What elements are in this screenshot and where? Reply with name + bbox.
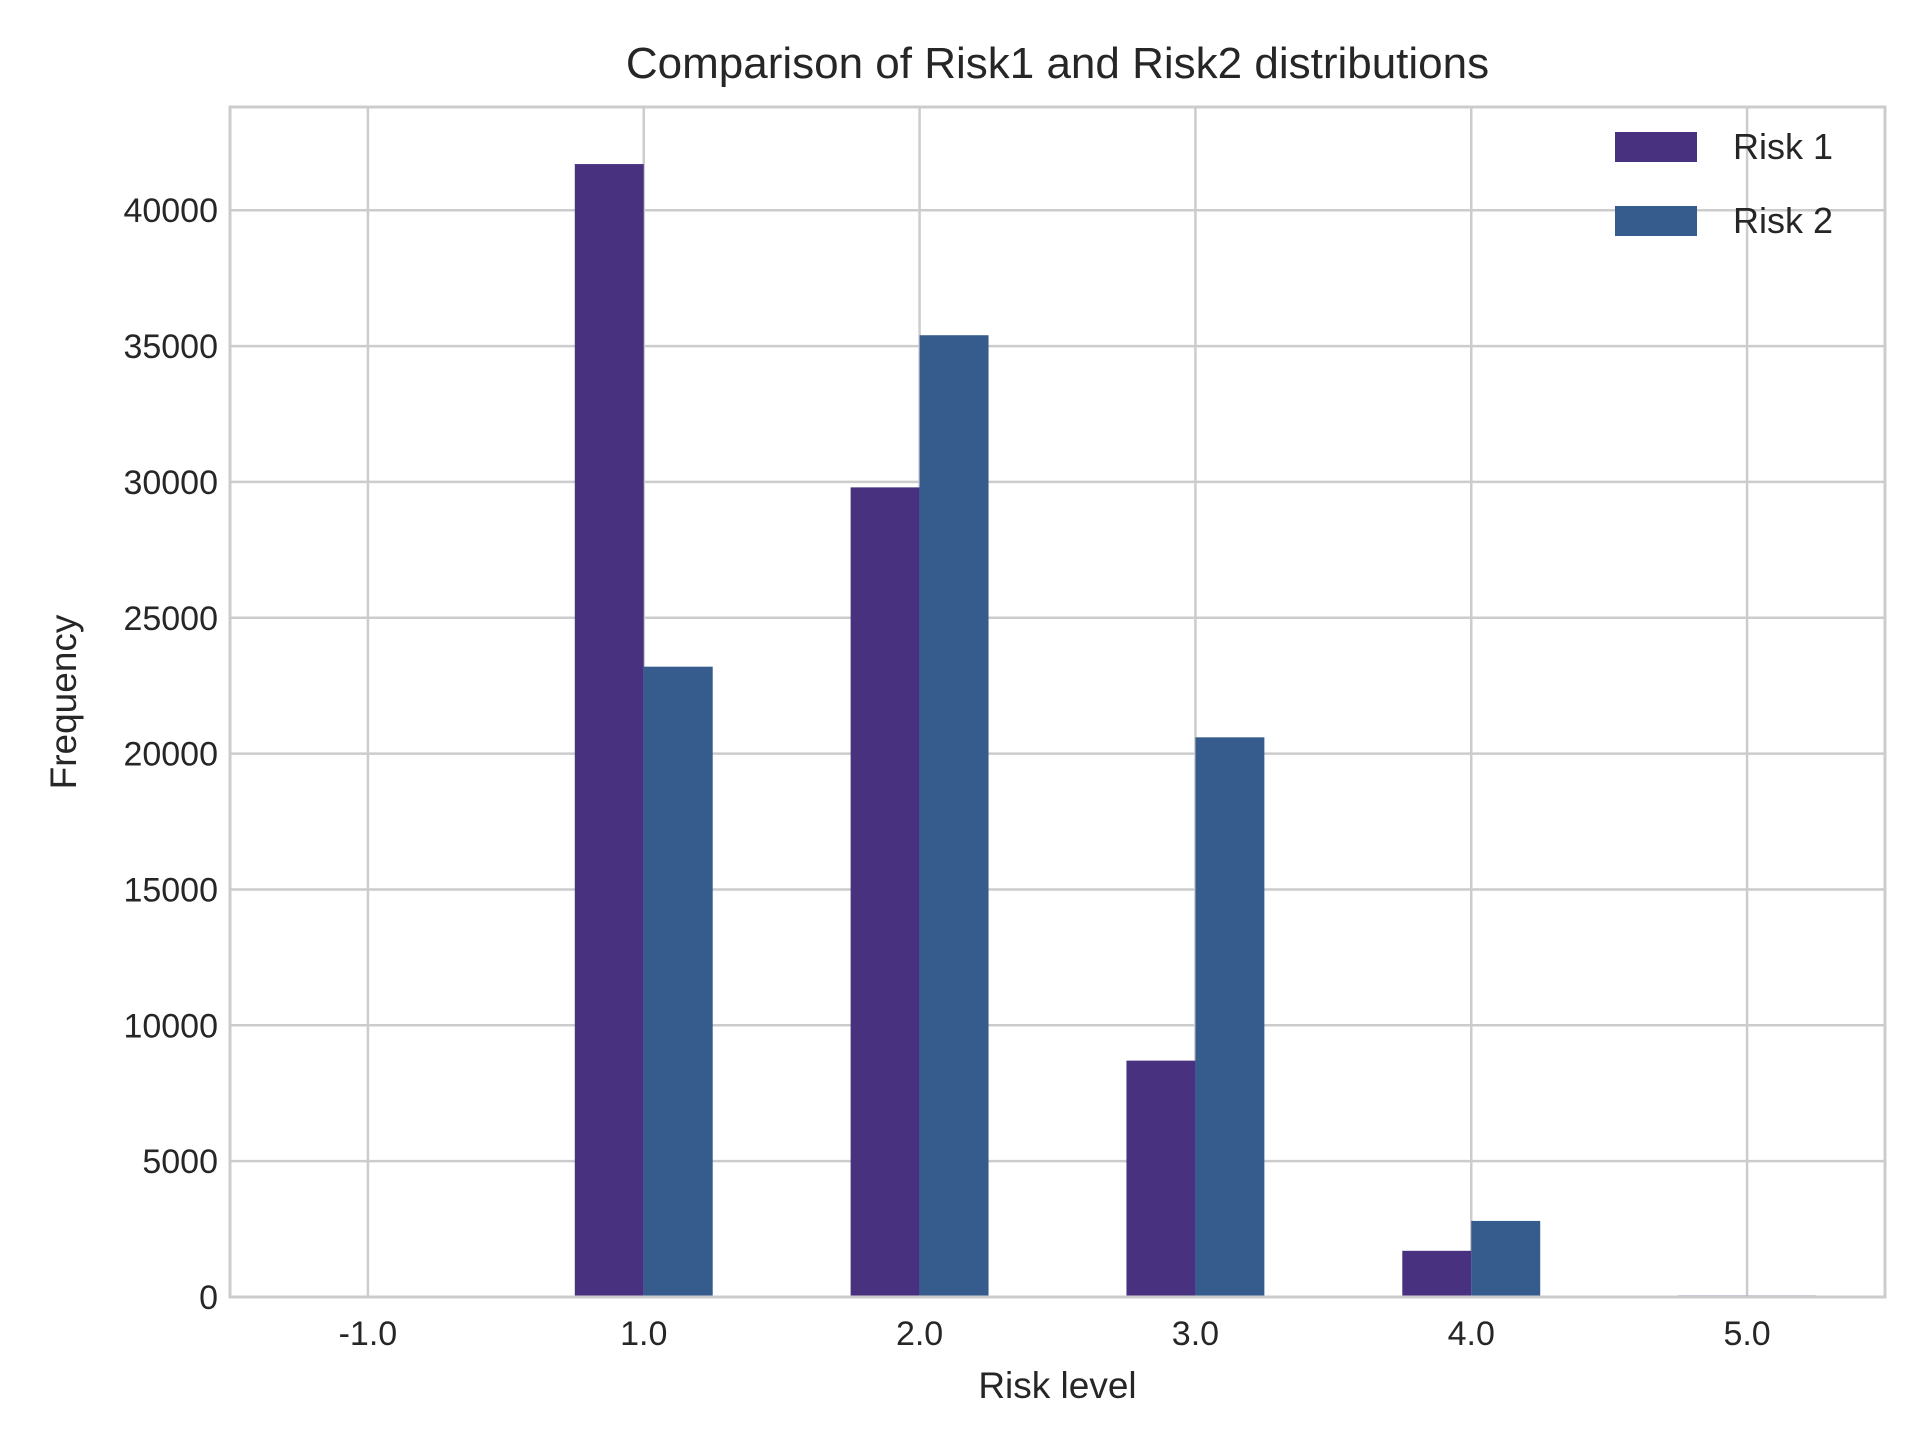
x-tick-label: 5.0 — [1723, 1315, 1770, 1353]
bar — [1195, 737, 1265, 1297]
bar — [1402, 1250, 1472, 1297]
bar — [1126, 1060, 1196, 1297]
bar — [850, 487, 920, 1297]
y-tick-label: 15000 — [123, 871, 218, 909]
y-tick-label: 25000 — [123, 600, 218, 638]
y-tick-label: 20000 — [123, 736, 218, 774]
x-tick-label: 2.0 — [896, 1315, 943, 1353]
bar — [574, 164, 644, 1297]
x-tick-label: -1.0 — [339, 1315, 398, 1353]
y-tick-label: 35000 — [123, 328, 218, 366]
bar — [643, 666, 713, 1297]
y-tick-label: 0 — [199, 1279, 218, 1317]
y-tick-label: 5000 — [142, 1143, 218, 1181]
legend: Risk 1 Risk 2 — [1615, 126, 1833, 241]
x-tick-label: 4.0 — [1448, 1315, 1495, 1353]
x-axis-label: Risk level — [978, 1365, 1136, 1406]
y-tick-label: 10000 — [123, 1007, 218, 1045]
bar — [1471, 1220, 1541, 1297]
legend-label: Risk 1 — [1733, 126, 1833, 167]
x-tick-label: 3.0 — [1172, 1315, 1219, 1353]
x-tick-label: 1.0 — [620, 1315, 667, 1353]
y-axis-label: Frequency — [43, 614, 84, 789]
legend-label: Risk 2 — [1733, 200, 1833, 241]
plot-frame — [228, 105, 1887, 1299]
y-tick-label: 40000 — [123, 192, 218, 230]
bars — [574, 164, 1817, 1297]
grid — [230, 107, 1885, 1299]
chart-title: Comparison of Risk1 and Risk2 distributi… — [626, 39, 1489, 88]
legend-swatch — [1615, 206, 1697, 236]
legend-swatch — [1615, 132, 1697, 162]
bar — [919, 335, 989, 1297]
y-tick-label: 30000 — [123, 464, 218, 502]
tick-labels: 0 5000 10000 15000 20000 25000 30000 35000 40000… — [123, 192, 1770, 1353]
